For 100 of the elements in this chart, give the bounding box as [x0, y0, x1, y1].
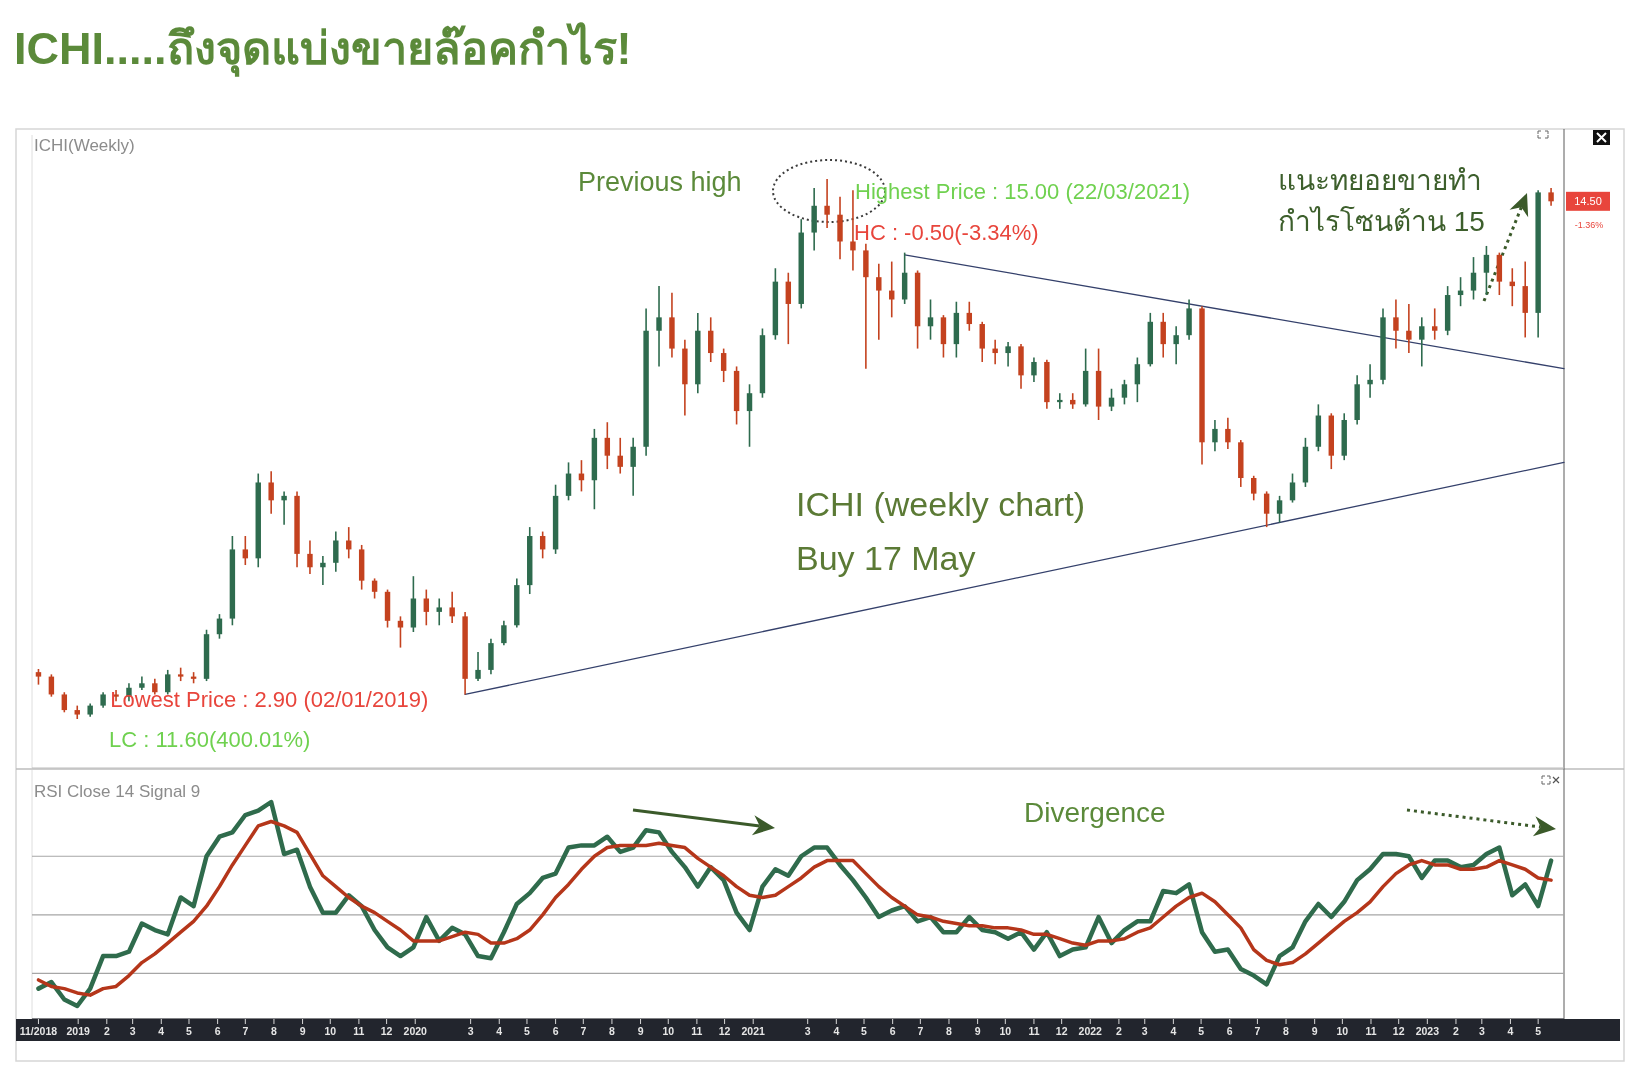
candlestick — [656, 285, 662, 368]
x-tick-label: 9 — [974, 1025, 981, 1037]
candlestick — [1263, 490, 1270, 528]
candlestick — [397, 615, 404, 649]
x-tick-label: 2 — [1453, 1025, 1460, 1037]
candlestick — [268, 470, 274, 515]
x-tick-label: 2019 — [66, 1025, 91, 1037]
x-tick-label: 6 — [889, 1025, 896, 1037]
x-tick-label: 6 — [1226, 1025, 1233, 1037]
candlestick — [824, 178, 830, 229]
x-tick-label: 4 — [1507, 1025, 1514, 1037]
annotation: Buy 17 May — [796, 539, 976, 577]
candlestick — [1160, 312, 1166, 359]
x-tick-label: 11 — [1028, 1025, 1040, 1037]
x-tick-label: 10 — [662, 1025, 675, 1037]
x-tick-label: 9 — [299, 1025, 306, 1037]
candlestick — [1419, 316, 1425, 368]
x-tick-label: 11 — [691, 1025, 703, 1037]
annotation: Divergence — [1024, 797, 1166, 828]
candlestick — [1406, 303, 1412, 354]
chart-title: ICHI.....ถึงจุดแบ่งขายล๊อคกำไร! — [14, 22, 632, 77]
candlestick — [1483, 245, 1490, 296]
x-tick-label: 8 — [609, 1025, 615, 1037]
candlestick — [1393, 298, 1399, 350]
annotation: Previous high — [578, 167, 742, 197]
x-tick-label: 5 — [186, 1025, 193, 1037]
x-tick-label: 5 — [1198, 1025, 1205, 1037]
candlestick — [449, 591, 455, 624]
candlestick — [1108, 387, 1115, 412]
candlestick — [630, 437, 636, 497]
x-tick-label: 2023 — [1415, 1025, 1440, 1037]
x-tick-label: 12 — [380, 1025, 393, 1037]
candlestick — [281, 490, 287, 526]
text: -1.36% — [1574, 220, 1604, 230]
annotation: Highest Price : 15.00 (22/03/2021) — [855, 179, 1191, 204]
candlestick — [333, 530, 339, 573]
candlestick — [1121, 379, 1128, 406]
x-tick-label: 11 — [1365, 1025, 1377, 1037]
candlestick — [1289, 472, 1296, 504]
text: ICHI(Weekly) — [34, 136, 135, 155]
candlestick — [1367, 363, 1373, 399]
x-tick-label: 12 — [718, 1025, 731, 1037]
annotation: Lowest Price : 2.90 (02/01/2019) — [110, 687, 429, 712]
annotation: HC : -0.50(-3.34%) — [854, 220, 1039, 245]
x-tick-label: 3 — [1141, 1025, 1148, 1037]
candlestick — [876, 262, 882, 341]
x-tick-label: 2 — [103, 1025, 110, 1037]
x-tick-label: 11/2018 — [19, 1025, 58, 1037]
x-tick-label: 10 — [1336, 1025, 1349, 1037]
candlestick — [1251, 474, 1257, 502]
candlestick — [565, 461, 572, 502]
text: RSI Close 14 Signal 9 — [34, 782, 201, 801]
x-tick-label: 12 — [1392, 1025, 1405, 1037]
candlestick — [371, 577, 378, 600]
x-tick-label: 8 — [1283, 1025, 1290, 1037]
candlestick — [720, 347, 727, 383]
candlestick — [604, 421, 611, 470]
text: LC : 11.60(400.01%) — [109, 727, 311, 752]
candlestick — [1005, 341, 1011, 368]
candlestick — [966, 300, 973, 332]
x-tick-label: 8 — [946, 1025, 953, 1037]
x-tick-label: 6 — [552, 1025, 559, 1037]
candlestick — [436, 597, 442, 627]
x-tick-label: 4 — [1170, 1025, 1177, 1037]
x-tick-label: 10 — [324, 1025, 337, 1037]
x-tick-label: 6 — [214, 1025, 221, 1037]
x-tick-label: 5 — [524, 1025, 531, 1037]
x-tick-label: 7 — [917, 1025, 924, 1037]
candlestick — [785, 271, 792, 345]
x-tick-label: 9 — [637, 1025, 644, 1037]
x-tick-label: 11 — [353, 1025, 365, 1037]
x-tick-label: 2 — [1115, 1025, 1122, 1037]
x-tick-label: 2021 — [741, 1025, 766, 1037]
candlestick — [850, 189, 856, 272]
candlestick — [475, 651, 481, 682]
candlestick — [927, 298, 934, 341]
x-tick-label: 8 — [271, 1025, 278, 1037]
x-tick-label: 9 — [1311, 1025, 1318, 1037]
annotation: แนะทยอยขายทำ กำไรโซนต้าน 15 — [1278, 165, 1485, 237]
x-tick-label: 10 — [999, 1025, 1012, 1037]
candlestick — [1173, 325, 1179, 366]
x-tick-label: 5 — [861, 1025, 868, 1037]
candlestick — [307, 539, 313, 575]
x-tick-label: 3 — [1478, 1025, 1485, 1037]
candlestick — [1276, 495, 1283, 524]
candlestick — [242, 535, 249, 566]
candlestick — [1134, 356, 1141, 403]
candlestick — [1057, 392, 1063, 410]
candlestick — [992, 338, 998, 366]
candlestick — [617, 437, 623, 475]
x-tick-label: 7 — [580, 1025, 587, 1037]
x-tick-label: 4 — [496, 1025, 503, 1037]
x-tick-label: 5 — [1535, 1025, 1542, 1037]
candlestick — [61, 691, 68, 714]
candlestick — [1031, 356, 1037, 383]
x-tick-label: 4 — [158, 1025, 165, 1037]
x-tick-label: 4 — [833, 1025, 840, 1037]
x-tick-label: 7 — [242, 1025, 249, 1037]
annotation: ICHI (weekly chart) — [796, 485, 1086, 523]
x-tick-label: 3 — [804, 1025, 811, 1037]
